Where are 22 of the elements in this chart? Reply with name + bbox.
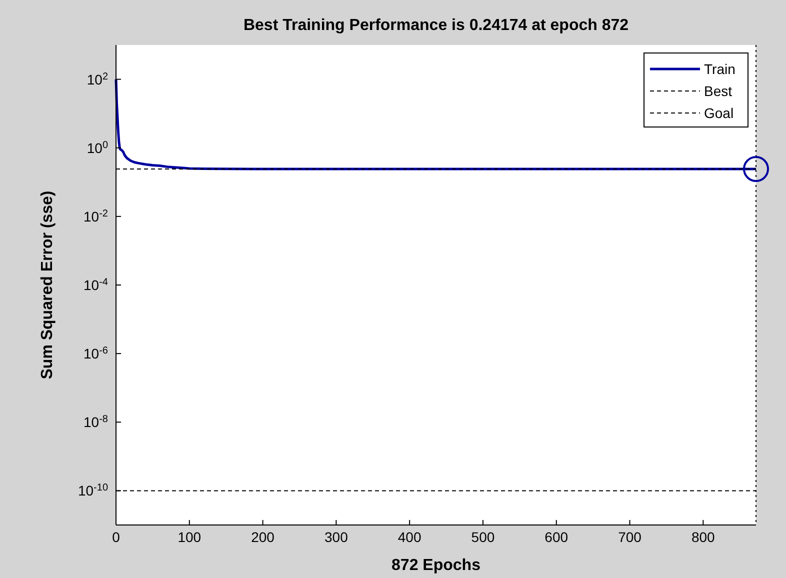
legend-label: Train xyxy=(704,61,736,77)
x-tick-label: 500 xyxy=(471,529,495,545)
y-tick-label: 10$^{-2}$ xyxy=(84,208,108,224)
x-tick-label: 600 xyxy=(544,529,568,545)
x-tick-label: 0 xyxy=(112,529,120,545)
y-tick-label: 10$^{0}$ xyxy=(86,139,108,156)
x-tick-label: 300 xyxy=(324,529,348,545)
x-tick-label: 400 xyxy=(398,529,422,545)
legend-label: Goal xyxy=(704,105,734,121)
y-axis-title: Sum Squared Error (sse) xyxy=(39,190,56,380)
y-tick-label: 10$^{-8}$ xyxy=(84,414,108,430)
legend-label: Best xyxy=(704,83,732,99)
chart-title: Best Training Performance is 0.24174 at epoch 872 xyxy=(243,17,629,34)
y-tick-label: 10$^{-10}$ xyxy=(78,482,108,499)
x-tick-label: 700 xyxy=(618,529,642,545)
x-tick-label: 200 xyxy=(251,529,275,545)
y-tick-label: 10$^{-6}$ xyxy=(84,345,108,362)
x-tick-label: 100 xyxy=(178,529,202,545)
x-axis-title: 872 Epochs xyxy=(392,557,481,574)
x-tick-label: 800 xyxy=(691,529,716,545)
y-tick-label: 10$^{-4}$ xyxy=(84,276,108,293)
y-tick-label: 10$^{2}$ xyxy=(86,70,108,88)
